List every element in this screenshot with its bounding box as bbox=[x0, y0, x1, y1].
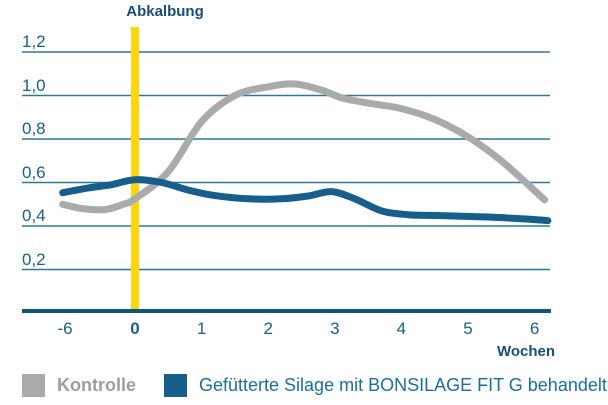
y-axis-tick-label: 0,2 bbox=[22, 249, 46, 269]
legend-label-treated: Gefütterte Silage mit BONSILAGE FIT G be… bbox=[199, 375, 607, 395]
y-axis-tick-label: 1,2 bbox=[22, 32, 46, 51]
x-axis-tick-label: 6 bbox=[529, 319, 540, 338]
series-line-kontrolle bbox=[59, 80, 549, 214]
x-axis-tick-label: 0 bbox=[130, 319, 140, 338]
x-axis-tick-label: -6 bbox=[57, 319, 73, 338]
series-line-treated bbox=[59, 176, 552, 225]
x-axis-tick-label: 4 bbox=[396, 319, 407, 338]
x-axis-unit-label: Wochen bbox=[496, 343, 555, 360]
y-axis-tick-label: 1,0 bbox=[22, 75, 46, 95]
legend: Kontrolle Gefütterte Silage mit BONSILAG… bbox=[22, 374, 607, 397]
x-axis-tick-label: 1 bbox=[196, 319, 207, 338]
legend-label-kontrolle: Kontrolle bbox=[57, 375, 136, 395]
y-axis-tick-label: 0,6 bbox=[22, 162, 46, 182]
y-axis-tick-label: 0,8 bbox=[22, 119, 46, 138]
plot-canvas bbox=[22, 27, 552, 313]
legend-swatch-kontrolle bbox=[22, 374, 45, 397]
x-axis-tick-label: 2 bbox=[263, 319, 273, 338]
x-axis-tick-label: 5 bbox=[463, 319, 473, 338]
legend-swatch-treated bbox=[164, 374, 187, 397]
event-marker-line bbox=[131, 27, 139, 313]
event-marker-title: Abkalbung bbox=[126, 3, 204, 20]
y-axis-tick-label: 0,4 bbox=[22, 206, 46, 225]
x-axis-tick-label: 3 bbox=[330, 319, 340, 338]
